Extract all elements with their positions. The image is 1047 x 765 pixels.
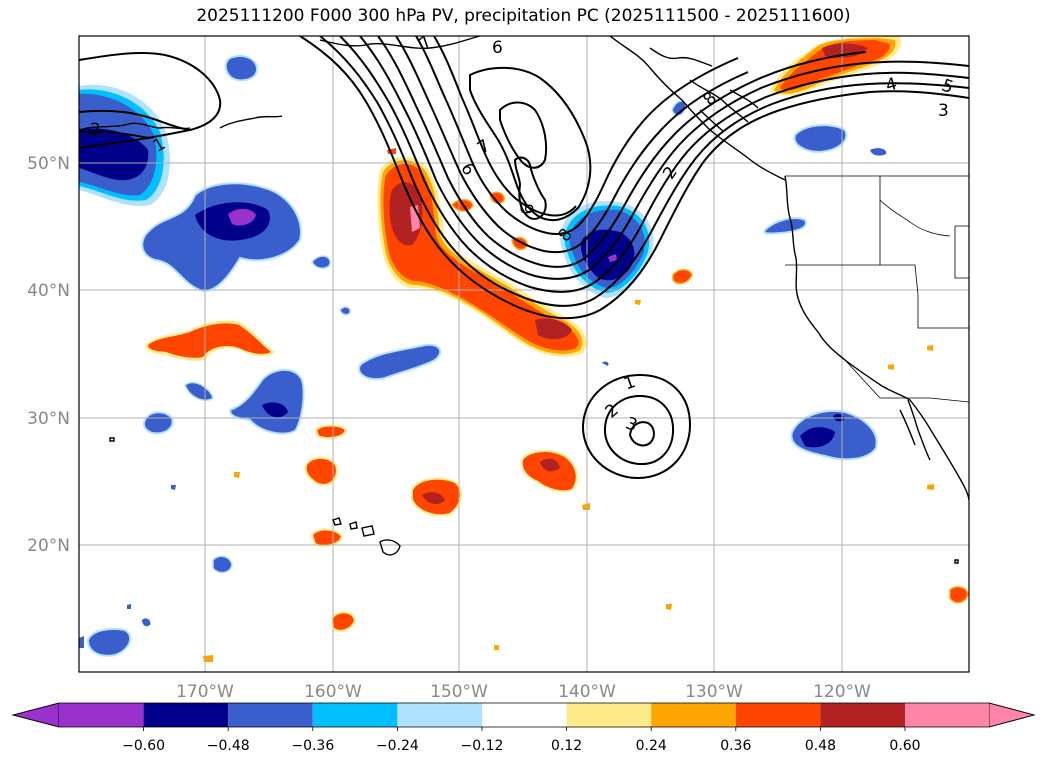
contour-label: 4 bbox=[884, 74, 900, 96]
colorbar-segment bbox=[228, 703, 313, 727]
lon-label: 150°W bbox=[430, 682, 488, 702]
contour-label: 2 bbox=[659, 163, 682, 183]
colorbar-tick-label: −0.24 bbox=[376, 738, 419, 754]
colorbar-tick-label: −0.60 bbox=[122, 738, 165, 754]
colorbar-segment bbox=[59, 703, 144, 727]
contour-label: 6 bbox=[492, 38, 503, 58]
lat-label: 40°N bbox=[27, 281, 70, 301]
colorbar-tick-label: −0.36 bbox=[291, 738, 334, 754]
colorbar-extend-min bbox=[11, 702, 60, 728]
colorbar-tick-label: −0.12 bbox=[461, 738, 504, 754]
colorbar-segment bbox=[482, 703, 567, 727]
positive-anomaly-patches bbox=[145, 36, 969, 662]
map-content: 6 7 6 9 8 2 4 5 3 2 1 1 2 3 7 8 bbox=[79, 36, 969, 672]
lon-label: 130°W bbox=[685, 682, 743, 702]
colorbar-segment bbox=[905, 703, 989, 727]
contour-label: 7 bbox=[474, 136, 494, 159]
lat-label: 30°N bbox=[27, 409, 70, 429]
colorbar-tick-label: 0.24 bbox=[636, 738, 667, 754]
lon-label: 140°W bbox=[558, 682, 616, 702]
lon-label: 120°W bbox=[813, 682, 871, 702]
colorbar-segment bbox=[735, 703, 821, 727]
colorbar-segment bbox=[566, 703, 652, 727]
colorbar-segment bbox=[651, 703, 736, 727]
map-title: 2025111200 F000 300 hPa PV, precipitatio… bbox=[196, 6, 851, 26]
colorbar-segment bbox=[397, 703, 482, 727]
colorbar-segment bbox=[820, 703, 905, 727]
colorbar-tick-label: 0.12 bbox=[551, 738, 582, 754]
latitude-labels: 50°N 40°N 30°N 20°N bbox=[27, 154, 70, 556]
colorbar-extend-max bbox=[988, 702, 1036, 728]
contour-label: 9 bbox=[515, 202, 537, 216]
colorbar-tick-label: 0.48 bbox=[805, 738, 836, 754]
colorbar-tick-label: −0.48 bbox=[207, 738, 250, 754]
colorbar-tick-label: 0.36 bbox=[720, 738, 751, 754]
map-frame bbox=[78, 35, 970, 673]
lat-label: 50°N bbox=[27, 154, 70, 174]
colorbar-tick-label: 0.60 bbox=[889, 738, 920, 754]
colorbar-segment bbox=[312, 703, 398, 727]
lon-label: 160°W bbox=[304, 682, 362, 702]
borders bbox=[785, 175, 969, 403]
contour-label: 8 bbox=[699, 88, 721, 110]
colorbar: −0.60 −0.48 −0.36 −0.24 −0.12 0.12 0.24 … bbox=[11, 702, 1036, 754]
contour-label: 3 bbox=[623, 414, 640, 436]
negative-anomaly-patches bbox=[79, 54, 887, 657]
lon-label: 170°W bbox=[176, 682, 234, 702]
contour-label: 2 bbox=[602, 400, 623, 422]
lat-label: 20°N bbox=[27, 536, 70, 556]
gridlines bbox=[79, 36, 969, 672]
longitude-labels: 170°W 160°W 150°W 140°W 130°W 120°W bbox=[176, 682, 871, 702]
contour-label: 3 bbox=[938, 101, 949, 121]
colorbar-segment bbox=[143, 703, 229, 727]
pv-contours bbox=[79, 36, 969, 480]
contour-label: 2 bbox=[90, 120, 101, 140]
